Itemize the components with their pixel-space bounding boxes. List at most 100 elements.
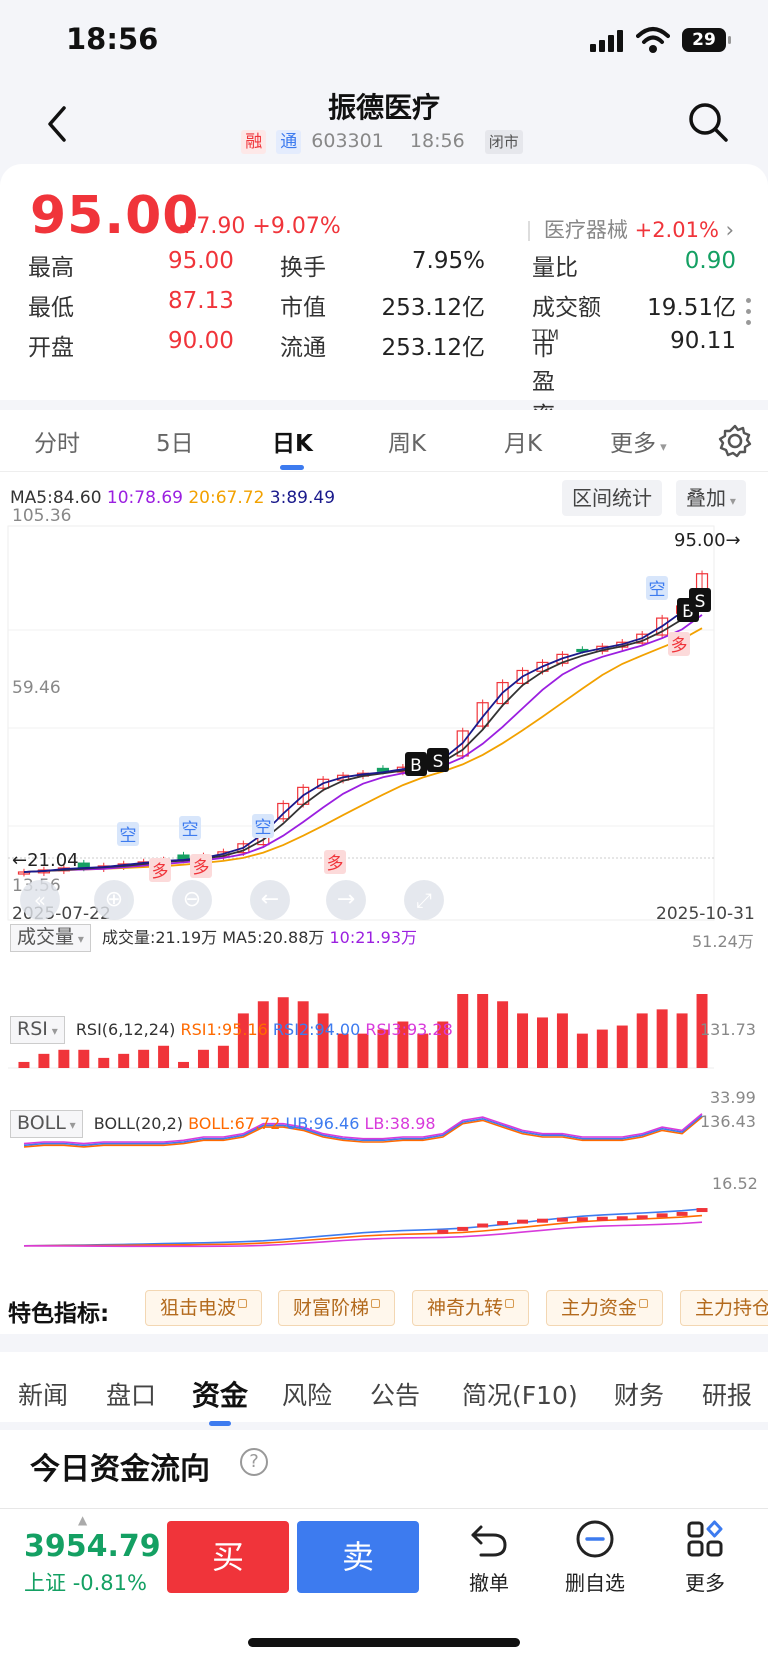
gear-icon[interactable] [718,424,752,458]
range-stats-button[interactable]: 区间统计 [562,480,662,516]
tab-financials[interactable]: 财务 [614,1381,665,1410]
status-time: 18:56 [66,22,159,56]
signal-s-tag-bg [689,588,711,612]
signal-long-tag-bg [324,850,346,874]
chip-magic-nine[interactable]: 神奇九转 [412,1290,530,1326]
chip-wealth-ladder[interactable]: 财富阶梯 [278,1290,396,1326]
stock-name: 振德医疗 [327,91,440,124]
value-high: 95.00 [168,248,234,274]
lock-icon [238,1299,248,1308]
signal-short-tag: 空 [649,580,666,600]
rewind-icon[interactable]: « [20,880,60,920]
signal-short-tag: 空 [182,820,199,840]
special-indicators: 特色指标: 狙击电波 财富阶梯 神奇九转 主力资金 主力持仓 [0,1290,768,1334]
undo-icon [471,1525,507,1557]
wifi-icon [636,27,670,53]
signal-short-tag-bg [646,576,668,600]
lock-icon [639,1299,649,1308]
tab-order-book[interactable]: 盘口 [106,1381,157,1410]
tab-weekly-k[interactable]: 周K [388,431,427,457]
index-name[interactable]: 上证 -0.81% [24,1571,147,1595]
ma3-label: 3:89.49 [269,488,336,508]
candle-body [317,778,330,789]
rsi-line-1 [23,1116,703,1148]
value-market-cap: 253.12亿 [381,295,485,321]
more-dots-icon[interactable] [746,298,754,334]
zoom-out-icon[interactable]: ⊖ [172,880,212,920]
signal-long-tag-bg [190,854,212,878]
ma5-label: MA5:84.60 [10,488,102,508]
market-closed-tag: 闭市 [484,130,523,154]
ma20-line [23,627,703,873]
capital-flow-title: 今日资金流向 [30,1452,210,1487]
volume-bar [357,1033,369,1068]
boll-indicator-select[interactable]: BOLL [10,1110,83,1138]
triangle-down-icon: ▾ [656,440,667,455]
signal-short-tag-bg [179,816,201,840]
volume-bar [576,1033,588,1068]
home-indicator [248,1638,520,1647]
signal-s-tag: S [433,752,444,772]
tab-intraday[interactable]: 分时 [34,431,80,457]
cancel-order-button[interactable]: 撤单 [444,1519,534,1596]
signal-long-tag: 多 [193,858,210,878]
lock-icon [505,1299,515,1308]
volume-bar [616,1025,628,1068]
tab-more[interactable]: 更多 ▾ [610,431,667,457]
chip-main-capital[interactable]: 主力资金 [546,1290,664,1326]
boll-candle [457,1226,469,1231]
chip-sniper-wave[interactable]: 狙击电波 [145,1290,263,1326]
volume-bar [237,1013,249,1068]
rsi-indicator-select[interactable]: RSI [10,1016,65,1044]
arrow-right-icon[interactable]: → [326,880,366,920]
tab-monthly-k[interactable]: 月K [504,431,543,457]
tab-news[interactable]: 新闻 [18,1381,69,1410]
tab-5day[interactable]: 5日 [156,431,194,457]
battery-icon: 29 [682,28,731,52]
volume-bar [556,1013,568,1068]
tab-research[interactable]: 研报 [702,1381,753,1410]
signal-long-tag-bg [668,632,690,656]
volume-header: 成交量 成交量:21.19万 MA5:20.88万 10:21.93万 [10,924,417,952]
signal-b-tag: B [410,756,422,776]
volume-bar [676,1013,688,1068]
tab-capital[interactable]: 资金 [192,1374,248,1426]
value-low: 87.13 [168,288,234,314]
volume-bar [257,1001,269,1068]
overlay-button[interactable]: 叠加 ▾ [676,480,746,516]
boll-candle [676,1211,688,1216]
chip-main-holding[interactable]: 主力持仓 [680,1290,768,1326]
ma-legend: MA5:84.60 10:78.69 20:67.72 3:89.49 [10,488,335,508]
tab-announcements[interactable]: 公告 [370,1381,421,1410]
kline-svg[interactable]: 空空空空多多多多B SB S [0,524,768,1290]
arrow-left-icon[interactable]: ← [250,880,290,920]
back-arrow-icon[interactable] [42,102,72,146]
chevron-right-icon: › [725,218,734,242]
tab-risk[interactable]: 风险 [282,1381,333,1410]
tab-profile-f10[interactable]: 简况(F10) [462,1381,578,1410]
boll-params: BOLL(20,2) [93,1114,183,1133]
buy-button[interactable]: 买 [167,1521,289,1593]
rsi1-value: RSI1:95.16 [180,1020,268,1039]
rsi3-value: RSI3:93.28 [365,1020,453,1039]
sector-link[interactable]: 医疗器械 +2.01% › [527,214,734,244]
tab-daily-k[interactable]: 日K [272,424,313,470]
search-icon[interactable] [686,100,730,144]
sell-button[interactable]: 卖 [297,1521,419,1593]
volume-indicator-select[interactable]: 成交量 [10,924,91,952]
index-value[interactable]: 3954.79 [24,1529,161,1564]
remove-favorite-button[interactable]: 删自选 [550,1519,640,1596]
price-change: +7.90 +9.07% [178,214,341,239]
label-turnover: 换手 [280,255,326,281]
rsi-max-label: 131.73 [700,1020,756,1039]
signal-s-tag: S [695,592,706,612]
value-volume-ratio: 0.90 [684,248,736,274]
help-icon[interactable]: ? [240,1448,268,1476]
boll-line-2 [23,1214,703,1247]
zoom-in-icon[interactable]: ⊕ [94,880,134,920]
boll-candle [437,1229,449,1234]
label-open: 开盘 [28,335,74,361]
more-button[interactable]: 更多 [660,1519,750,1596]
fullscreen-icon[interactable]: ⤢ [404,880,444,920]
ma20-label: 20:67.72 [188,488,265,508]
